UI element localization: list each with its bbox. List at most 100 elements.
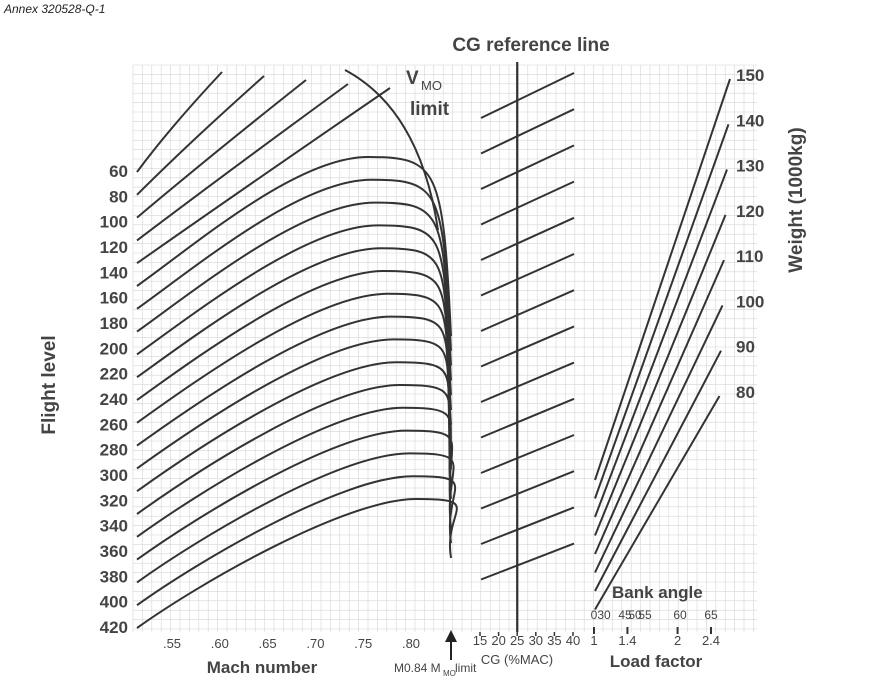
bank-angle-tick-label: 0 bbox=[591, 608, 598, 622]
vmo-limit-curve bbox=[344, 69, 439, 231]
mach-flight-level-curve bbox=[136, 79, 307, 219]
cg-tick-label: 25 bbox=[510, 633, 524, 648]
mach-tick-label: .70 bbox=[306, 636, 324, 651]
cg-tick-label: 30 bbox=[529, 633, 543, 648]
mach-flight-level-curve bbox=[136, 315, 452, 447]
cg-guide-line bbox=[480, 325, 575, 368]
flight-level-tick-label: 400 bbox=[100, 593, 128, 612]
load-factor-tick-label: 1.4 bbox=[618, 633, 636, 648]
weight-line bbox=[594, 214, 727, 536]
mach-flight-level-curve bbox=[136, 497, 458, 629]
flight-level-tick-label: 320 bbox=[100, 491, 128, 510]
mach-flight-level-curve bbox=[136, 406, 452, 538]
mach-tick-label: .60 bbox=[211, 636, 229, 651]
weight-tick-label: 80 bbox=[736, 383, 755, 402]
cg-tick-label: 40 bbox=[566, 633, 580, 648]
mach-flight-level-curve bbox=[136, 269, 452, 411]
mach-flight-level-curve bbox=[136, 201, 452, 366]
load-factor-tick-label: 2 bbox=[674, 633, 681, 648]
mach-flight-level-curve bbox=[136, 83, 349, 242]
cg-guide-line bbox=[480, 72, 575, 119]
flight-level-tick-label: 80 bbox=[109, 187, 128, 206]
cg-guide-line bbox=[480, 397, 575, 439]
chart-grid bbox=[132, 64, 757, 632]
flight-level-tick-label: 300 bbox=[100, 466, 128, 485]
weight-line bbox=[594, 395, 721, 611]
weight-line bbox=[594, 123, 730, 499]
vmo-limit-label: limit bbox=[410, 99, 450, 120]
mach-flight-level-curve bbox=[136, 224, 452, 381]
weight-tick-label: 110 bbox=[736, 247, 763, 266]
flight-level-tick-label: 420 bbox=[100, 618, 128, 637]
bank-angle-label: Bank angle bbox=[612, 583, 703, 602]
weight-line bbox=[594, 304, 724, 573]
flight-level-tick-label: 120 bbox=[100, 238, 128, 257]
mach-tick-label: .55 bbox=[163, 636, 181, 651]
mach-flight-level-curve bbox=[136, 452, 455, 584]
flight-level-tick-label: 60 bbox=[109, 162, 128, 181]
cg-guide-line bbox=[480, 108, 575, 155]
flight-level-tick-label: 200 bbox=[100, 339, 128, 358]
mmo-limit-prefix-label: M0.84 M bbox=[394, 661, 441, 675]
mach-tick-label: .65 bbox=[259, 636, 277, 651]
cg-tick-label: 20 bbox=[491, 633, 505, 648]
bank-angle-tick-label: 50 bbox=[628, 608, 642, 622]
mach-axis-label: Mach number bbox=[207, 658, 318, 677]
bank-angle-tick-label: 60 bbox=[673, 608, 687, 622]
mach-flight-level-curve bbox=[136, 361, 452, 493]
load-factor-tick-label: 2.4 bbox=[702, 633, 720, 648]
mach-flight-level-curve bbox=[136, 71, 223, 173]
flight-level-tick-label: 240 bbox=[100, 390, 128, 409]
mmo-limit-suffix-label: limit bbox=[455, 661, 477, 675]
cg-guide-line bbox=[480, 253, 575, 297]
flight-level-tick-label: 340 bbox=[100, 517, 128, 536]
cg-guide-line bbox=[480, 361, 575, 403]
weight-line bbox=[594, 350, 722, 592]
load-factor-axis-label: Load factor bbox=[610, 652, 703, 671]
weight-line bbox=[594, 78, 731, 481]
weight-tick-label: 130 bbox=[736, 157, 764, 176]
mach-flight-level-curve bbox=[136, 178, 452, 351]
vmo-subscript-label: MO bbox=[421, 78, 442, 93]
cg-guide-line bbox=[480, 506, 575, 545]
flight-level-tick-label: 140 bbox=[100, 263, 128, 282]
load-factor-tick-label: 1 bbox=[590, 633, 597, 648]
flight-level-tick-label: 160 bbox=[100, 289, 128, 308]
flight-level-tick-label: 280 bbox=[100, 441, 128, 460]
bank-angle-tick-label: 55 bbox=[638, 608, 652, 622]
mach-flight-level-curve bbox=[136, 383, 452, 515]
weight-tick-label: 140 bbox=[736, 111, 764, 130]
cg-axis-label: CG (%MAC) bbox=[481, 652, 553, 667]
weight-line bbox=[594, 169, 728, 518]
weight-axis-label: Weight (1000kg) bbox=[786, 127, 807, 272]
mmo-limit-subscript-label: MO bbox=[443, 669, 456, 678]
cg-reference-line-title: CG reference line bbox=[452, 35, 609, 56]
weight-tick-label: 150 bbox=[736, 66, 764, 85]
mach-flight-level-curve bbox=[136, 247, 452, 396]
bank-angle-tick-label: 45 bbox=[618, 608, 632, 622]
cg-guide-line bbox=[480, 470, 575, 510]
cg-tick-label: 15 bbox=[473, 633, 487, 648]
flight-level-tick-label: 260 bbox=[100, 415, 128, 434]
vmo-label: V bbox=[406, 68, 419, 89]
mach-flight-level-curve bbox=[136, 338, 452, 470]
mach-tick-label: .80 bbox=[402, 636, 420, 651]
weight-tick-label: 120 bbox=[736, 202, 764, 221]
chart-curves bbox=[136, 69, 731, 629]
flight-level-tick-label: 220 bbox=[100, 365, 128, 384]
chart-axes bbox=[445, 62, 712, 660]
mmo-arrow-head bbox=[445, 630, 457, 642]
cg-guide-line bbox=[480, 434, 575, 474]
bank-angle-tick-label: 65 bbox=[704, 608, 718, 622]
cg-guide-line bbox=[480, 542, 575, 581]
flight-level-tick-label: 180 bbox=[100, 314, 128, 333]
flight-level-tick-label: 360 bbox=[100, 542, 128, 561]
mach-flight-level-curve bbox=[136, 475, 457, 607]
weight-line bbox=[594, 259, 725, 555]
cg-tick-label: 35 bbox=[547, 633, 561, 648]
mach-flight-level-curve bbox=[136, 75, 265, 196]
flight-level-tick-label: 380 bbox=[100, 567, 128, 586]
annex-label: Annex 320528-Q-1 bbox=[4, 2, 106, 16]
